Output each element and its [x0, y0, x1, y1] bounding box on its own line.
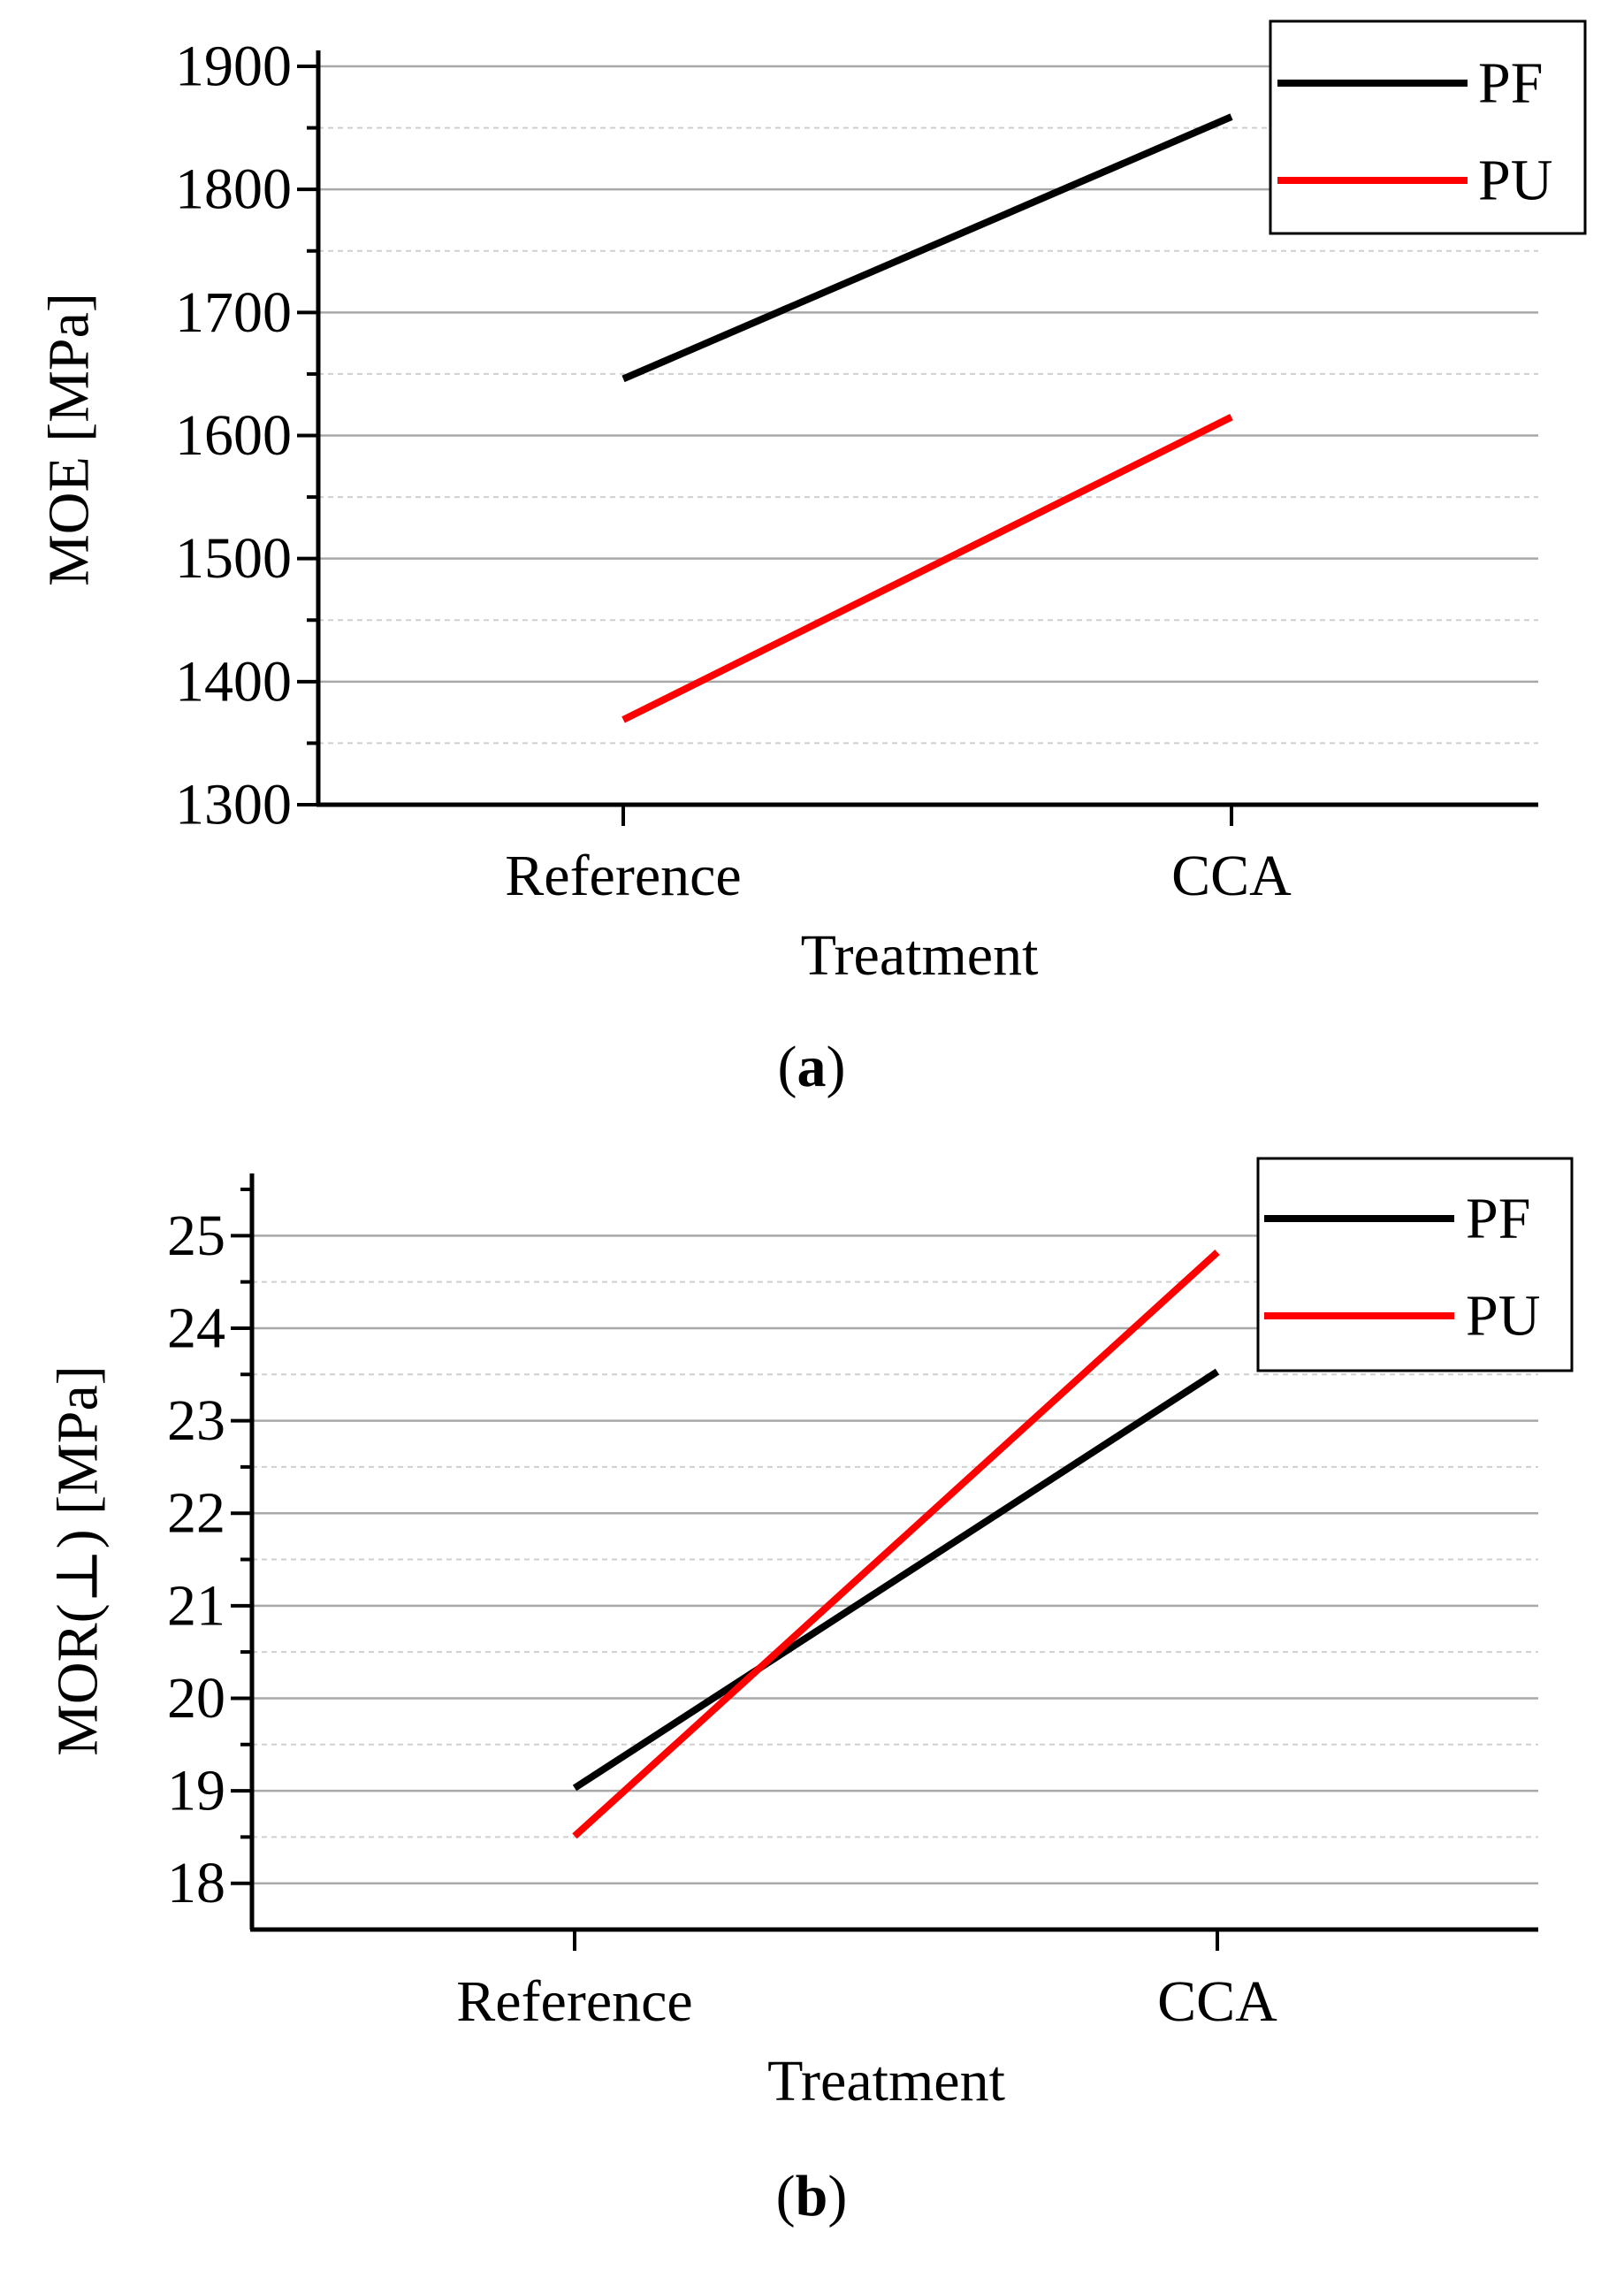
y-tick-label: 1300 — [175, 773, 292, 837]
x-axis-title: Treatment — [767, 2049, 1005, 2113]
panel-caption-letter: b — [796, 2164, 828, 2228]
y-tick-label: 1700 — [175, 280, 292, 345]
series-line-pf — [572, 1368, 1220, 1792]
panel-b-chart: 18 19 20 21 22 23 24 25 Reference CCA Treatment MOR… — [46, 1157, 1574, 2228]
legend-label-pf: PF — [1478, 51, 1543, 116]
series-line-pu — [572, 1250, 1220, 1839]
y-axis-title: MOR(⊥) [MPa] — [46, 1365, 111, 1756]
panel-caption: (b) — [776, 2164, 848, 2228]
y-tick-label: 1900 — [175, 34, 292, 99]
panel-a-chart: 1300 1400 1500 1600 1700 1800 1900 Reference CCA… — [37, 19, 1587, 1099]
y-tick-label: 18 — [167, 1851, 225, 1915]
legend-label-pf: PF — [1466, 1187, 1530, 1251]
y-tick-label: 19 — [167, 1759, 225, 1823]
x-axis-title: Treatment — [801, 923, 1039, 988]
legend-label-pu: PU — [1466, 1284, 1540, 1349]
y-tick-label: 20 — [167, 1666, 225, 1731]
x-tick-label: Reference — [456, 1969, 692, 2034]
y-tick-label: 1400 — [175, 649, 292, 714]
legend-label-pu: PU — [1478, 149, 1552, 213]
y-tick-label: 1800 — [175, 157, 292, 222]
x-tick-label: CCA — [1157, 1969, 1277, 2034]
legend-box — [1256, 1157, 1574, 1372]
y-tick-label: 24 — [167, 1296, 225, 1360]
series-line-pf — [621, 113, 1233, 383]
legend-box — [1269, 19, 1587, 235]
y-tick-label: 1600 — [175, 403, 292, 468]
panel-caption-letter: a — [797, 1035, 827, 1099]
y-tick-label: 21 — [167, 1573, 225, 1638]
x-tick-label: CCA — [1171, 844, 1292, 908]
y-axis-title: MOE [MPa] — [37, 293, 102, 586]
y-tick-label: 22 — [167, 1481, 225, 1546]
series-line-pu — [621, 414, 1233, 723]
x-tick-label: Reference — [505, 844, 741, 908]
panel-caption: (a) — [778, 1035, 846, 1099]
y-tick-label: 23 — [167, 1388, 225, 1453]
y-tick-label: 1500 — [175, 526, 292, 591]
y-tick-label: 25 — [167, 1204, 225, 1268]
